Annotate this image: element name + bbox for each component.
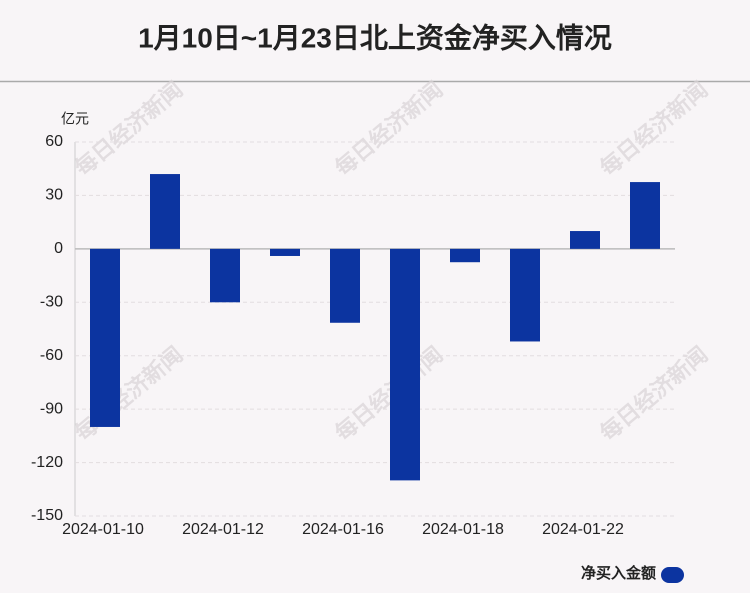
chart-title: 1月10日~1月23日北上资金净买入情况 bbox=[138, 21, 612, 53]
x-tick-label: 2024-01-22 bbox=[542, 521, 624, 538]
bar bbox=[210, 248, 240, 303]
bar bbox=[390, 248, 420, 481]
legend-swatch bbox=[661, 567, 684, 583]
y-tick-label: -60 bbox=[40, 347, 63, 364]
y-tick-label: -150 bbox=[31, 507, 63, 524]
bar bbox=[510, 248, 540, 342]
x-tick-label: 2024-01-10 bbox=[62, 521, 144, 538]
x-tick-label: 2024-01-16 bbox=[302, 521, 384, 538]
y-axis-unit: 亿元 bbox=[61, 111, 89, 127]
x-tick-label: 2024-01-12 bbox=[182, 521, 264, 538]
y-tick-label: -30 bbox=[40, 294, 63, 311]
bar bbox=[330, 248, 360, 323]
y-tick-label: -120 bbox=[31, 454, 63, 471]
bar bbox=[270, 248, 300, 256]
bar bbox=[90, 248, 120, 427]
y-tick-label: 0 bbox=[54, 240, 63, 257]
bar bbox=[150, 174, 180, 249]
bar bbox=[450, 248, 480, 263]
y-tick-label: 60 bbox=[45, 133, 63, 150]
bar bbox=[570, 231, 600, 249]
y-tick-label: -90 bbox=[40, 400, 63, 417]
legend-label: 净买入金额 bbox=[581, 564, 656, 582]
bar bbox=[630, 182, 660, 249]
x-tick-label: 2024-01-18 bbox=[422, 521, 504, 538]
y-tick-label: 30 bbox=[45, 187, 63, 204]
